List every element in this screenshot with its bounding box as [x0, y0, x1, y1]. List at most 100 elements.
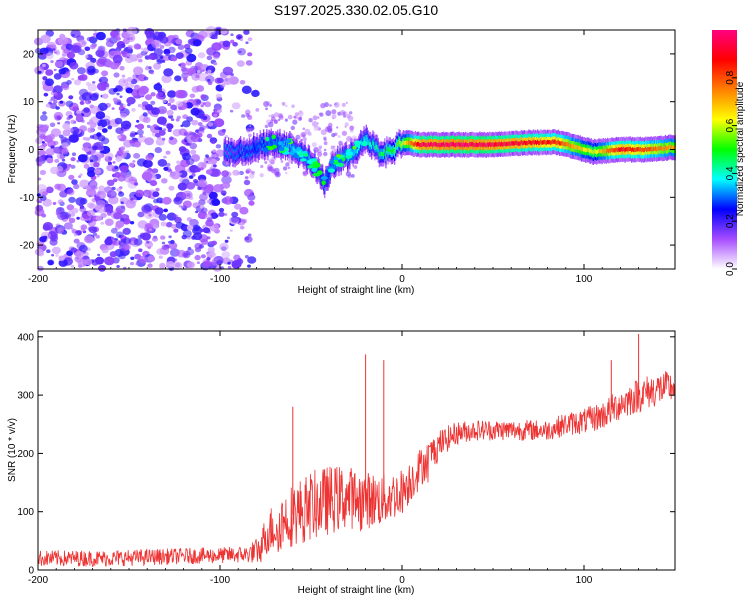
- noise-blob: [158, 129, 166, 136]
- ridge-blob: [311, 167, 318, 172]
- ridge-cell: [472, 142, 474, 147]
- noise-blob: [73, 79, 81, 86]
- noise-blob: [191, 119, 199, 126]
- noise-blob: [156, 116, 167, 125]
- ridge-blob: [272, 144, 277, 149]
- ridge-cell: [292, 146, 294, 151]
- noise-blob: [246, 128, 251, 133]
- noise-blob: [36, 241, 45, 248]
- noise-blob: [80, 228, 86, 233]
- noise-blob: [129, 133, 136, 138]
- noise-blob: [178, 146, 187, 153]
- noise-blob: [137, 211, 145, 218]
- ridge-cell: [574, 144, 576, 150]
- ridge-blob: [361, 141, 368, 147]
- noise-blob: [115, 231, 124, 239]
- noise-blob: [207, 78, 211, 82]
- ridge-cell: [638, 147, 640, 152]
- snr-plot-area: [38, 331, 675, 570]
- noise-blob: [41, 141, 45, 144]
- ridge-cell: [449, 142, 451, 147]
- noise-blob: [174, 216, 182, 224]
- noise-blob: [239, 225, 245, 230]
- ridge-cell: [580, 147, 582, 152]
- noise-blob: [100, 221, 105, 225]
- noise-blob: [137, 103, 142, 108]
- noise-blob: [302, 127, 306, 131]
- noise-blob: [76, 216, 80, 220]
- ridge-cell: [542, 140, 544, 145]
- noise-blob: [38, 70, 42, 74]
- noise-blob: [141, 232, 152, 241]
- noise-blob: [215, 144, 222, 149]
- ridge-cell: [621, 147, 623, 152]
- noise-blob: [326, 125, 333, 132]
- noise-blob: [143, 116, 151, 124]
- noise-blob: [81, 119, 85, 123]
- noise-blob: [222, 77, 231, 85]
- ridge-cell: [552, 139, 554, 144]
- noise-blob: [221, 181, 231, 189]
- ridge-cell: [419, 143, 421, 148]
- noise-blob: [292, 119, 298, 125]
- noise-blob: [53, 99, 58, 104]
- noise-blob: [131, 108, 136, 112]
- x-tick-label: 0: [399, 274, 405, 285]
- noise-blob: [54, 158, 60, 163]
- ridge-cell: [378, 152, 380, 157]
- noise-blob: [95, 31, 106, 41]
- noise-blob: [97, 45, 106, 53]
- noise-blob: [155, 187, 160, 192]
- snr-x-ticks: -200 -100 0 100: [28, 331, 676, 586]
- noise-blob: [323, 141, 328, 146]
- ridge-cell: [423, 142, 425, 147]
- ridge-cell: [624, 148, 626, 153]
- noise-blob: [68, 217, 76, 224]
- ridge-cell: [648, 147, 650, 152]
- ridge-cell: [491, 142, 493, 147]
- noise-blob: [121, 74, 126, 78]
- noise-blob: [197, 179, 208, 188]
- ridge-blob: [354, 141, 360, 148]
- noise-blob: [237, 48, 247, 56]
- noise-blob: [247, 264, 251, 268]
- ridge-cell: [462, 142, 465, 147]
- noise-blob: [197, 161, 207, 170]
- noise-blob: [320, 103, 326, 109]
- ridge-cell: [515, 140, 517, 145]
- noise-blob: [143, 76, 149, 81]
- noise-blob: [229, 109, 234, 113]
- ridge-blob: [300, 158, 307, 162]
- noise-blob: [341, 102, 346, 107]
- noise-blob: [331, 114, 337, 119]
- noise-blob: [247, 256, 257, 264]
- noise-blob: [156, 197, 164, 204]
- ridge-cell: [367, 140, 370, 145]
- ridge-cell: [473, 142, 475, 148]
- noise-blob: [45, 186, 54, 194]
- noise-blob: [87, 65, 96, 73]
- ridge-cell: [365, 135, 367, 140]
- noise-blob: [182, 230, 192, 238]
- ridge-cell: [435, 142, 437, 147]
- noise-blob: [136, 123, 145, 130]
- ridge-cell: [579, 145, 581, 150]
- noise-blob: [101, 128, 108, 133]
- noise-blob: [74, 251, 84, 259]
- noise-blob: [220, 83, 226, 88]
- noise-blob: [96, 174, 100, 178]
- ridge-cell: [359, 143, 361, 149]
- ridge-cell: [582, 147, 585, 152]
- noise-blob: [148, 66, 152, 70]
- ridge-cell: [458, 141, 460, 147]
- noise-blob: [112, 178, 118, 183]
- ridge-cell: [275, 141, 277, 146]
- ridge-cell: [525, 141, 527, 146]
- noise-blob: [39, 236, 47, 243]
- noise-blob: [126, 77, 133, 82]
- ridge-cell: [585, 148, 587, 153]
- noise-blob: [107, 125, 113, 130]
- noise-blob: [80, 206, 84, 210]
- noise-blob: [70, 264, 75, 268]
- ridge-cell: [382, 152, 384, 157]
